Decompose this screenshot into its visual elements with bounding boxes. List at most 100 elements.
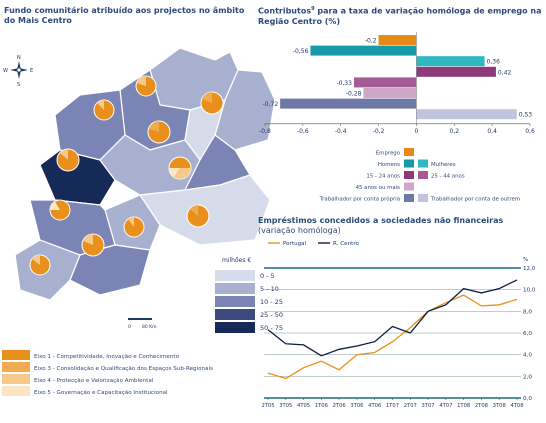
loans-xtick-label: 4T05 xyxy=(297,403,310,409)
legend-class-label: 0 - 5 xyxy=(260,272,275,280)
map-pies xyxy=(29,75,224,276)
loans-ytick-label: 4,0 xyxy=(523,353,532,359)
loans-legend-label: R. Centro xyxy=(333,241,360,247)
eixo-label: Eixo 3 - Consolidação e Qualificação dos… xyxy=(34,366,213,372)
legend-unit: milhões € xyxy=(222,257,251,264)
eixo-label: Eixo 5 - Governação e Capacitação Instit… xyxy=(34,390,168,396)
scale-label-0: 0 xyxy=(128,324,131,330)
contrib-legend-swatch xyxy=(404,171,414,179)
pie-oeste xyxy=(29,254,51,276)
loans-xtick-label: 3T05 xyxy=(279,403,292,409)
loans-ytick-label: 6,0 xyxy=(523,331,532,337)
loans-xtick-label: 4T07 xyxy=(439,403,452,409)
contrib-legend-swatch xyxy=(404,194,414,202)
contrib-data-label: -0,56 xyxy=(293,48,309,55)
contrib-legend-label: 25 - 44 anos xyxy=(431,174,465,180)
pie-beira-interior-sul xyxy=(186,204,210,228)
scale-bar: 0 80 Km xyxy=(128,318,157,330)
contrib-data-label: 0,53 xyxy=(519,112,533,119)
contrib-legend-swatch xyxy=(418,194,428,202)
loans-xtick-label: 1T06 xyxy=(315,403,328,409)
loans-ytick-label: 10,0 xyxy=(523,288,536,294)
legend-class-swatch xyxy=(215,283,255,294)
contrib-legend-label: 45 anos ou mais xyxy=(356,185,401,191)
contrib-title: Contributos9 para a taxa de variação hom… xyxy=(258,6,542,26)
loans-xtick-label: 3T07 xyxy=(422,403,435,409)
eixo-swatch xyxy=(2,386,30,396)
pie-pinhal-interior-sul xyxy=(123,216,145,238)
contrib-bar xyxy=(416,66,496,77)
contrib-tick-label: -0,6 xyxy=(297,128,309,135)
contrib-tick-label: 0,4 xyxy=(487,128,497,135)
legend-class-label: 5 - 10 xyxy=(260,285,279,293)
eixo-label: Eixo 1 - Competitividade, Inovação e Con… xyxy=(34,354,180,360)
loans-xtick-label: 2T07 xyxy=(404,403,417,409)
pie-serra-estrela xyxy=(168,156,192,180)
contrib-bar xyxy=(416,56,485,67)
pie-dao-lafoes xyxy=(147,120,171,144)
eixo-swatch xyxy=(2,374,30,384)
compass-icon: N S E W xyxy=(3,55,33,88)
pie-douro-sul xyxy=(135,75,157,97)
loans-ytick-label: 0,0 xyxy=(523,396,532,402)
contrib-tick-label: -0,2 xyxy=(373,128,385,135)
contrib-legend-label: 15 - 24 anos xyxy=(366,174,400,180)
loans-xtick-label: 2T05 xyxy=(261,403,274,409)
legend-class-swatch xyxy=(215,296,255,307)
contrib-legend-label: Trabalhador por conta própria xyxy=(319,196,400,203)
pie-baixo-mondego xyxy=(56,148,80,172)
contrib-tick-label: -0,4 xyxy=(335,128,347,135)
loans-ytick-label: 8,0 xyxy=(523,309,532,315)
contrib-bar xyxy=(416,109,517,120)
loans-xtick-label: 2T08 xyxy=(475,403,488,409)
loans-ytick-label: 2,0 xyxy=(523,374,532,380)
loans-series-line xyxy=(267,279,518,357)
map-class-legend: milhões € 0 - 5 5 - 10 10 - 25 25 - 50 50 - … xyxy=(215,257,283,333)
legend-class-label: 50 - 75 xyxy=(260,324,283,332)
contrib-legend-label: Emprego xyxy=(376,151,400,157)
contrib-legend-label: Trabalhador por conta de outrem xyxy=(430,197,520,203)
pie-beira-interior-norte xyxy=(200,91,224,115)
legend-class-swatch xyxy=(215,270,255,281)
loans-xtick-label: 4T08 xyxy=(510,403,523,409)
eixo-swatch xyxy=(2,362,30,372)
eixo-swatch xyxy=(2,350,30,360)
loans-title: Empréstimos concedidos a sociedades não … xyxy=(258,216,504,235)
contrib-bar xyxy=(353,77,417,88)
contrib-tick-label: 0 xyxy=(415,128,419,135)
contrib-legend: Emprego Homens Mulheres 15 - 24 anos 25 - 44… xyxy=(319,148,520,203)
loans-xtick-label: 4T06 xyxy=(368,403,381,409)
contrib-data-label: -0,33 xyxy=(336,80,352,87)
scale-label-80: 80 Km xyxy=(142,324,157,330)
contrib-data-label: -0,2 xyxy=(365,38,377,45)
loans-ylabel: % xyxy=(523,257,528,263)
loans-ytick-label: 12,0 xyxy=(523,266,536,272)
loans-xtick-label: 3T08 xyxy=(493,403,506,409)
contrib-tick-label: 0,2 xyxy=(450,128,460,135)
loans-xtick-label: 1T07 xyxy=(386,403,399,409)
loans-series-line xyxy=(267,294,518,380)
eixo-label: Eixo 4 - Protecção e Valorização Ambient… xyxy=(34,378,154,384)
contrib-legend-swatch xyxy=(404,182,414,191)
contrib-tick-label: 0,6 xyxy=(525,128,535,135)
loans-xtick-label: 2T06 xyxy=(333,403,346,409)
legend-class-label: 25 - 50 xyxy=(260,311,283,319)
compass-w: W xyxy=(3,68,8,74)
pie-baixo-vouga xyxy=(93,99,115,121)
contrib-data-label: -0,28 xyxy=(346,91,362,98)
compass-e: E xyxy=(30,68,33,74)
contrib-legend-swatch xyxy=(418,171,428,179)
loans-chart: 0,0 2,0 4,0 6,0 8,0 10,0 12,0% 2T05 3T05 4T05 1T06… xyxy=(261,241,535,409)
loans-xtick-label: 1T08 xyxy=(457,403,470,409)
contrib-bar xyxy=(310,45,417,56)
contrib-tick-label: -0,8 xyxy=(259,128,271,135)
map-title: Fundo comunitário atribuído aos projecto… xyxy=(4,6,245,25)
loans-xtick-label: 3T06 xyxy=(350,403,363,409)
contrib-data-label: -0,72 xyxy=(263,101,279,108)
eixos-legend: Eixo 1 - Competitividade, Inovação e Con… xyxy=(2,350,213,396)
contrib-bar xyxy=(378,35,417,45)
contrib-bar xyxy=(280,98,417,109)
pie-medio-tejo xyxy=(81,233,105,257)
contrib-legend-swatch xyxy=(418,159,428,168)
contrib-legend-swatch xyxy=(404,148,414,156)
